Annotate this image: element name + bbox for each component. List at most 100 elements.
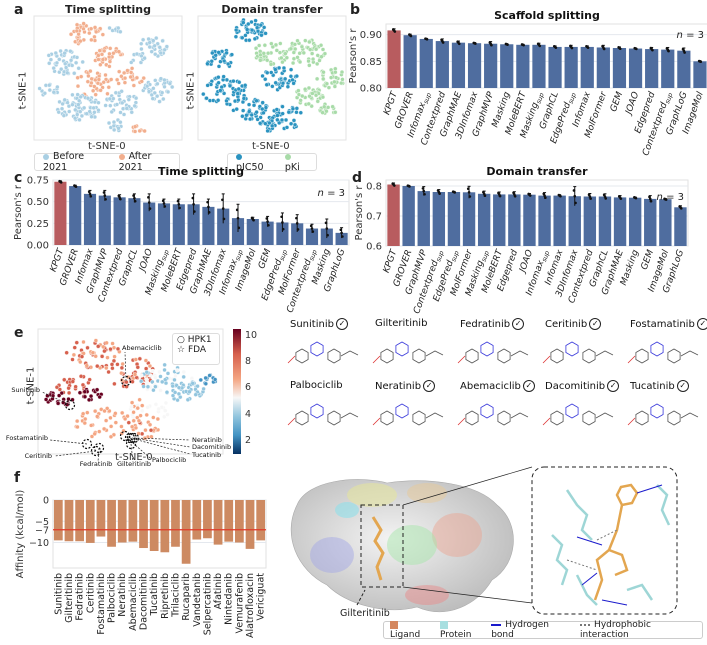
tsne-point (225, 61, 231, 67)
tsne-point (96, 100, 101, 105)
tsne-point (162, 77, 167, 83)
tsne-point (121, 70, 127, 76)
tsne-point (73, 384, 78, 389)
replicate-point (280, 215, 283, 219)
replicate-point (543, 194, 546, 197)
x-tick-label: Rucaparib (181, 573, 192, 621)
tsne-point (201, 91, 206, 97)
tsne-point (116, 126, 121, 131)
tsne-point (309, 103, 314, 109)
tsne-point (137, 128, 142, 134)
annotation-leader-line (54, 450, 97, 457)
tsne-point (132, 124, 138, 129)
binding-site-box (360, 504, 404, 588)
panel-e-letter: e (14, 325, 24, 341)
replicate-point (648, 195, 651, 199)
panel-a-right-ylabel: t-SNE-1 (185, 71, 197, 110)
molecule-label: Sunitinib (290, 319, 334, 330)
bar (387, 30, 401, 88)
bar (139, 500, 148, 549)
legend-label: Protein (439, 630, 472, 640)
replicate-point (87, 190, 91, 194)
tsne-point (132, 103, 137, 109)
tsne-point (282, 76, 288, 82)
tsne-point (255, 117, 260, 122)
replicate-point (573, 194, 577, 198)
replicate-point (102, 191, 106, 194)
bar (172, 204, 185, 245)
tsne-point (85, 79, 91, 84)
tsne-point (87, 109, 92, 114)
tsne-point (164, 390, 170, 395)
tsne-point (301, 50, 306, 56)
tsne-point (78, 94, 83, 100)
tsne-point (244, 27, 250, 32)
tsne-point (141, 75, 146, 81)
tsne-point (99, 354, 105, 359)
bar (107, 500, 116, 547)
replicate-point (339, 228, 343, 232)
panel-d-letter: d (352, 170, 363, 186)
bar (447, 192, 461, 246)
bar (477, 193, 491, 246)
replicate-point (618, 46, 621, 50)
tsne-point (265, 128, 270, 134)
tsne-point (90, 350, 96, 355)
tsne-point (97, 394, 102, 400)
bar (98, 195, 111, 245)
annotation-leader-line (131, 437, 191, 448)
tsne-point (309, 51, 315, 56)
tsne-point (291, 56, 297, 61)
molecule-label: Palbociclib (290, 380, 343, 391)
molecule-label: Abemaciclib (460, 381, 521, 392)
tsne-point (216, 75, 221, 80)
chart-title: Scaffold splitting (494, 9, 600, 22)
x-tick-label: Selpercatinib (202, 573, 213, 635)
replicate-point (103, 194, 107, 197)
molecule-label: Fedratinib (460, 319, 511, 330)
tsne-point (265, 51, 271, 56)
tsne-point (93, 92, 98, 97)
tsne-point (92, 84, 97, 89)
molecule-name: Dacomitinib ✓ (545, 380, 620, 392)
replicate-point (666, 48, 670, 51)
tsne-point (139, 79, 144, 84)
tsne-point (116, 25, 121, 31)
tsne-point (121, 112, 127, 117)
tsne-point (306, 101, 311, 107)
tsne-point (153, 375, 158, 380)
replicate-point (618, 196, 622, 199)
tsne-point (149, 49, 154, 54)
tsne-point (275, 113, 280, 118)
tsne-point (114, 102, 120, 107)
tsne-point (63, 65, 69, 70)
replicate-point (589, 197, 592, 200)
tsne-point (152, 90, 157, 96)
tsne-point (212, 377, 218, 382)
replicate-point (237, 226, 241, 230)
tsne-point (58, 48, 63, 54)
tsne-point (95, 81, 101, 86)
tsne-point (310, 91, 315, 96)
tsne-point (261, 25, 267, 30)
bar (508, 194, 521, 246)
molecule-name: Gilteritinib (375, 318, 427, 329)
line-swatch-icon (491, 623, 502, 626)
molecule-name: Tucatinib ✓ (630, 380, 689, 392)
tsne-point (97, 48, 102, 53)
tsne-point (317, 58, 322, 63)
bar (493, 194, 506, 246)
tsne-point (111, 127, 117, 133)
legend-item-after-2021: After 2021 (118, 151, 171, 173)
tsne-point (322, 51, 328, 56)
x-tick-label: Nintedanib (224, 573, 235, 625)
replicate-point (558, 194, 561, 197)
annotation-label: Abemaciclib (122, 344, 162, 352)
molecule-name: Fedratinib ✓ (460, 318, 525, 330)
tsne-point (89, 423, 94, 428)
replicate-point (392, 29, 396, 32)
tsne-point (70, 357, 75, 362)
tsne-point (162, 414, 167, 419)
